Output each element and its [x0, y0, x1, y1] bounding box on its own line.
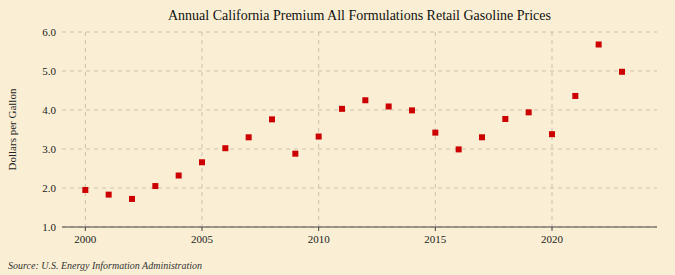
- point: [292, 151, 298, 157]
- point: [362, 97, 368, 103]
- y-tick-label: 3.0: [42, 143, 56, 155]
- x-tick-label: 2015: [424, 233, 447, 245]
- point: [572, 93, 578, 99]
- point: [432, 130, 438, 136]
- y-grid-line: [62, 71, 657, 72]
- background: [0, 0, 675, 275]
- x-tick-label: 2010: [308, 233, 331, 245]
- x-grid-line: [435, 32, 436, 227]
- x-tick: [85, 227, 86, 231]
- y-grid-line: [62, 188, 657, 189]
- y-grid-line: [62, 110, 657, 111]
- x-grid-line: [318, 32, 319, 227]
- point: [526, 109, 532, 115]
- x-grid-line: [552, 32, 553, 227]
- y-grid-line: [62, 227, 657, 228]
- x-tick: [318, 227, 319, 231]
- point: [619, 69, 625, 75]
- point: [549, 131, 555, 137]
- point: [199, 159, 205, 165]
- x-grid-line: [202, 32, 203, 227]
- x-tick: [202, 227, 203, 231]
- title: Annual California Premium All Formulatio…: [168, 8, 551, 23]
- x-grid-line: [85, 32, 86, 227]
- point: [456, 146, 462, 152]
- point: [269, 116, 275, 122]
- x-tick-label: 2005: [191, 233, 214, 245]
- annotation: Source: U.S. Energy Information Administ…: [8, 260, 202, 271]
- chart-container: 2000 2005 2010 2015 2020 1.0 2.0 3.0 4.0 5.0 6.0 Do…: [0, 0, 675, 275]
- y-tick-label: 2.0: [42, 182, 56, 194]
- point: [129, 196, 135, 202]
- point: [82, 187, 88, 193]
- y-axis-label: Dollars per Gallon: [6, 88, 18, 170]
- x-tick: [552, 227, 553, 231]
- chart: 2000 2005 2010 2015 2020 1.0 2.0 3.0 4.0 5.0 6.0 Do…: [0, 0, 675, 275]
- x-tick-label: 2000: [74, 233, 97, 245]
- point: [316, 134, 322, 140]
- points: [82, 41, 625, 201]
- point: [152, 183, 158, 189]
- y-grid-line: [62, 149, 657, 150]
- y-tick-label: 6.0: [42, 26, 56, 38]
- grid: [62, 32, 657, 227]
- point: [409, 107, 415, 113]
- y-tick-label: 4.0: [42, 104, 56, 116]
- x-tick-label: 2020: [541, 233, 564, 245]
- point: [339, 106, 345, 112]
- point: [106, 192, 112, 198]
- point: [176, 173, 182, 179]
- point: [479, 134, 485, 140]
- y-tick-label: 5.0: [42, 65, 56, 77]
- point: [222, 145, 228, 151]
- point: [386, 103, 392, 109]
- y-tick-label: 1.0: [42, 221, 56, 233]
- x-tick: [435, 227, 436, 231]
- x-axis-line: [62, 227, 657, 228]
- point: [502, 116, 508, 122]
- y-grid-line: [62, 32, 657, 33]
- point: [246, 134, 252, 140]
- point: [596, 41, 602, 47]
